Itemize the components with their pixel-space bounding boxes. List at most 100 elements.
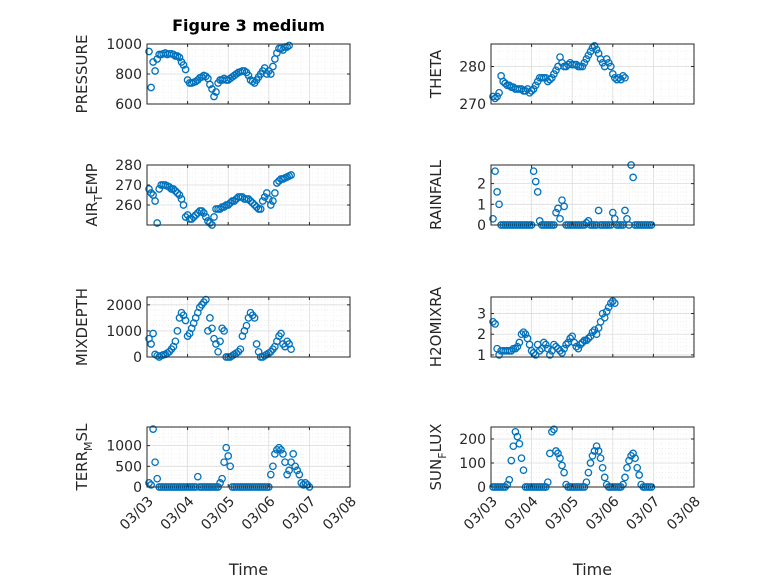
- chart-3-ytick-label: 2: [477, 177, 486, 193]
- chart-0-point: [181, 65, 190, 74]
- chart-6-point: [220, 458, 228, 467]
- chart-6: 0 500 1000 03/03 03/04 03/05 03/06 03/07 03/08 Ti…: [73, 423, 360, 579]
- chart-4-ylabel: MIXDEPTH: [73, 288, 91, 366]
- chart-2-point: [252, 203, 261, 211]
- chart-5-point: [527, 346, 536, 355]
- chart-3-axes-box: [490, 164, 695, 226]
- chart-6-xlabel: Time: [228, 560, 268, 579]
- chart-7-point: [584, 468, 593, 477]
- chart-7-point: [582, 478, 591, 487]
- chart-2-ylabel-rest: EMP: [83, 163, 101, 194]
- chart-1-point: [491, 94, 499, 103]
- chart-1-ytick-label: 280: [459, 60, 486, 76]
- chart-5-point: [560, 344, 568, 353]
- chart-3-point: [489, 214, 497, 223]
- chart-2-point: [248, 199, 257, 207]
- chart-2-point: [216, 205, 224, 213]
- chart-5-point: [606, 299, 615, 308]
- chart-1-point: [588, 43, 597, 52]
- chart-6-point: [301, 479, 310, 487]
- chart-7-xtick-label: 03/07: [623, 494, 663, 534]
- chart-7-point: [631, 454, 639, 463]
- chart-7-point: [629, 449, 637, 458]
- chart-3-point: [621, 206, 629, 215]
- chart-2-axes-bg: [147, 165, 350, 225]
- chart-1-ylabel: THETA: [427, 49, 445, 99]
- chart-1-axes-box: [490, 43, 695, 105]
- chart-2-point: [244, 195, 253, 203]
- chart-0-point: [285, 41, 293, 50]
- chart-6-point: [266, 470, 275, 479]
- chart-1-point: [578, 62, 587, 71]
- chart-4-point: [214, 347, 222, 356]
- chart-0-point: [153, 55, 162, 63]
- chart-6-ylabel-main: TERR: [73, 451, 91, 492]
- chart-1-point: [606, 62, 615, 71]
- chart-7-point: [515, 439, 524, 448]
- chart-4-axes-bg: [147, 297, 350, 357]
- chart-5-point: [552, 342, 560, 351]
- chart-6-point: [287, 458, 295, 467]
- chart-1-point: [501, 79, 510, 88]
- chart-1-point: [552, 66, 560, 75]
- chart-1-point: [529, 85, 538, 93]
- chart-6-ytick-label: 1000: [106, 439, 142, 455]
- chart-3-point: [491, 167, 499, 176]
- chart-5-point: [539, 338, 548, 347]
- chart-0-ytick-label: 600: [115, 97, 142, 113]
- chart-7: 0 100 200 03/03 03/04 03/05 03/06 03/07 03/08 Tim…: [427, 424, 704, 579]
- chart-6-point: [218, 474, 226, 483]
- chart-0-point: [206, 80, 214, 89]
- chart-5-point: [584, 334, 593, 343]
- chart-5-point: [588, 328, 597, 337]
- chart-7-point: [623, 463, 631, 472]
- chart-2-point: [210, 213, 218, 221]
- chart-7-point: [507, 456, 516, 465]
- chart-2-point: [147, 189, 155, 197]
- chart-0-title: Figure 3 medium: [172, 16, 325, 35]
- chart-5-point: [566, 334, 575, 343]
- chart-4-axes-box: [146, 296, 351, 358]
- chart-6-xtick-label: 03/08: [320, 494, 360, 534]
- chart-7-ytick-label: 200: [459, 432, 486, 448]
- chart-2-ytick-label: 270: [115, 178, 142, 194]
- chart-7-xtick-label: 03/04: [502, 494, 542, 534]
- chart-6-point: [283, 470, 291, 479]
- chart-4-point: [242, 321, 251, 330]
- chart-6-point: [273, 445, 281, 454]
- chart-7-ytick-label: 0: [477, 480, 486, 496]
- chart-2-axes-box: [146, 164, 351, 226]
- chart-5-point: [519, 328, 528, 337]
- chart-7-ylabel-sub: F: [436, 452, 449, 458]
- chart-7-axes-bg: [491, 427, 694, 487]
- chart-1-point: [499, 77, 508, 86]
- chart-5-point: [604, 303, 613, 312]
- chart-5-point: [550, 340, 558, 349]
- chart-3-ytick-label: 1: [477, 197, 486, 213]
- chart-1-point: [582, 55, 591, 63]
- chart-1-point: [613, 75, 621, 84]
- chart-2-point: [153, 219, 162, 227]
- chart-1-point: [548, 73, 556, 82]
- chart-1-point: [489, 92, 497, 101]
- chart-4-point: [173, 327, 182, 335]
- chart-2-ylabel-main: AIR: [83, 202, 101, 227]
- chart-3-point: [584, 217, 593, 225]
- chart-5-point: [517, 330, 526, 339]
- chart-5-point: [574, 344, 583, 353]
- chart-2-point: [171, 187, 180, 195]
- chart-3-point: [556, 214, 564, 223]
- chart-2-point: [204, 217, 212, 225]
- chart-5-point: [541, 340, 550, 349]
- chart-4-ytick-label: 0: [133, 350, 142, 366]
- chart-0-point: [210, 92, 218, 101]
- chart-2-point: [230, 197, 239, 205]
- chart-3-point: [629, 173, 637, 182]
- chart-6-point: [193, 472, 202, 481]
- chart-6-ylabel-rest: SL: [73, 423, 91, 442]
- chart-4-point: [287, 345, 295, 354]
- chart-0-point: [244, 71, 253, 80]
- chart-2-point: [266, 201, 275, 209]
- chart-6-point: [151, 458, 159, 467]
